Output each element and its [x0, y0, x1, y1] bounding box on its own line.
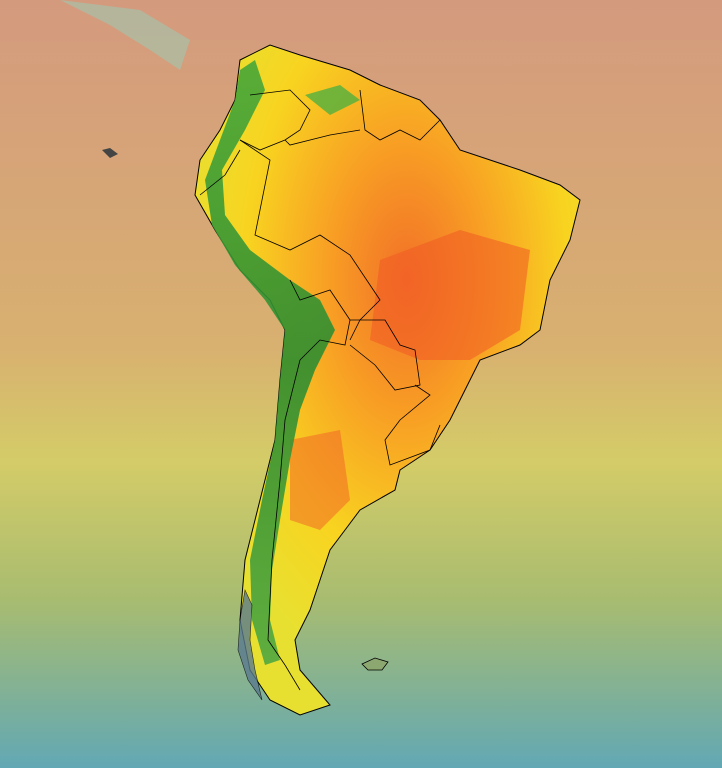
venezuela-highlands [305, 85, 360, 115]
andes-mountains [205, 60, 335, 665]
country-borders [199, 89, 441, 691]
galapagos-islands [102, 148, 118, 158]
chile-archipelago [237, 588, 263, 701]
hot-region-patagonia [290, 430, 350, 530]
hot-region-brazil [370, 230, 530, 360]
falkland-islands [361, 657, 389, 671]
caribbean-islands [60, 0, 190, 70]
